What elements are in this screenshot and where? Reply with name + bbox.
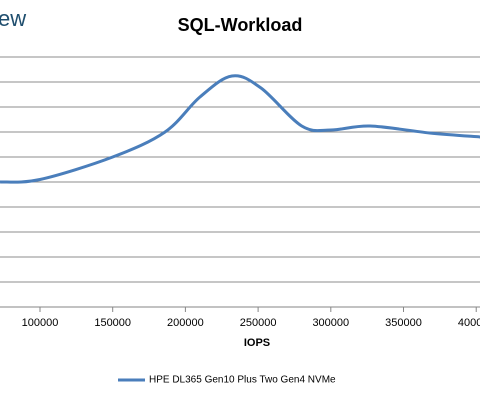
x-tick-label: 250000 bbox=[240, 317, 277, 329]
chart-title: SQL-Workload bbox=[178, 15, 303, 35]
x-tick-label: 350000 bbox=[385, 317, 422, 329]
x-tick-label: 150000 bbox=[94, 317, 131, 329]
line-series bbox=[0, 74, 480, 184]
logo: ew bbox=[0, 6, 26, 31]
x-tick-label: 400000 bbox=[458, 317, 480, 329]
legend-label: HPE DL365 Gen10 Plus Two Gen4 NVMe bbox=[149, 375, 336, 386]
x-axis-label: IOPS bbox=[244, 337, 270, 349]
x-tick-label: 300000 bbox=[312, 317, 349, 329]
x-tick-label: 100000 bbox=[22, 317, 59, 329]
x-tick-label: 200000 bbox=[167, 317, 204, 329]
